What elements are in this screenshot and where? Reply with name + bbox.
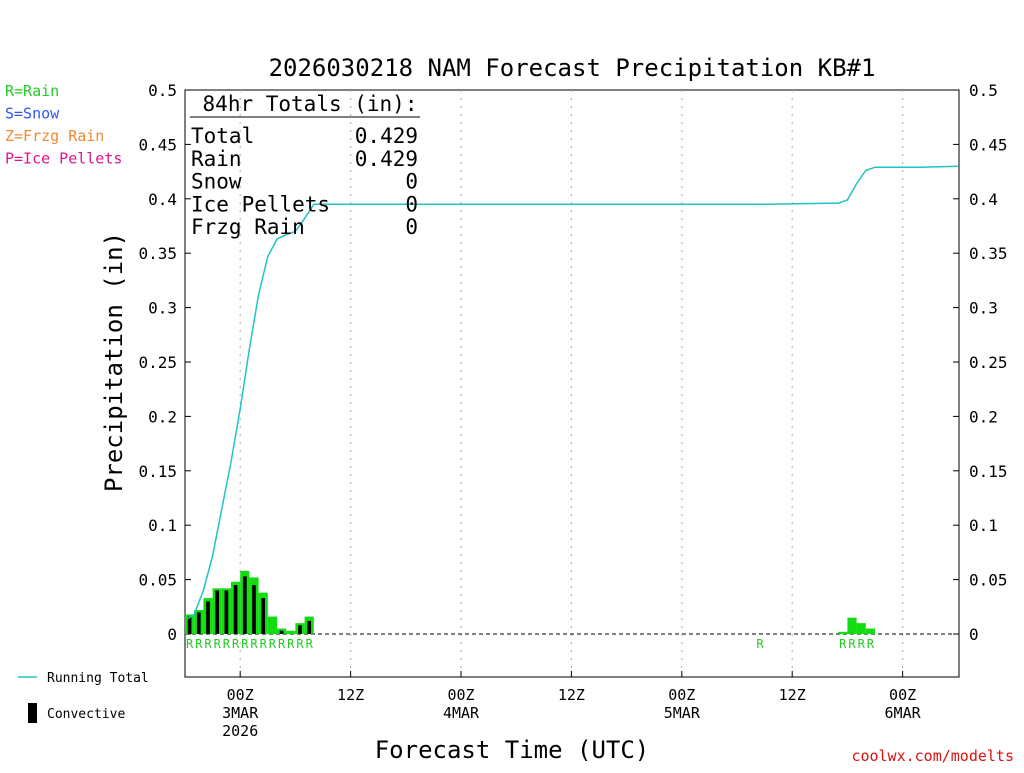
ptype-marker: R: [241, 637, 249, 651]
x-tick-label: 2026: [222, 722, 258, 740]
ptype-marker: R: [306, 637, 314, 651]
ptype-marker: R: [204, 637, 212, 651]
totals-row-value: 0: [405, 192, 418, 216]
totals-row-label: Rain: [191, 147, 242, 171]
legend-running-total-label: Running Total: [47, 671, 149, 686]
precip-bar: [267, 616, 277, 634]
y-tick-label-left: 0.15: [138, 462, 177, 481]
y-tick-label-left: 0.05: [138, 571, 177, 590]
convective-bar: [224, 590, 229, 634]
totals-row-value: 0.429: [355, 124, 418, 148]
ptype-marker: R: [260, 637, 268, 651]
ptype-legend-item: S=Snow: [5, 105, 60, 123]
ptype-marker: R: [287, 637, 295, 651]
convective-bar: [307, 620, 312, 634]
y-tick-label-right: 0.35: [969, 244, 1008, 263]
x-tick-label: 6MAR: [885, 704, 922, 722]
convective-bar: [242, 576, 247, 634]
precip-bar: [286, 630, 296, 634]
x-tick-label: 00Z: [227, 686, 254, 704]
x-tick-label: 12Z: [558, 686, 585, 704]
convective-bar: [187, 616, 192, 634]
y-tick-label-right: 0.5: [969, 81, 998, 100]
ptype-legend-item: P=Ice Pellets: [5, 150, 122, 168]
precip-bar: [838, 631, 848, 634]
ptype-legend-item: Z=Frzg Rain: [5, 127, 104, 145]
convective-bar: [215, 590, 220, 634]
totals-row-value: 0.429: [355, 147, 418, 171]
totals-heading: 84hr Totals (in):: [203, 92, 418, 116]
ptype-marker: R: [250, 637, 258, 651]
y-axis-label: Precipitation (in): [100, 232, 128, 492]
y-tick-label-right: 0.3: [969, 299, 998, 318]
y-tick-label-right: 0.25: [969, 353, 1008, 372]
ptype-marker: R: [848, 637, 856, 651]
ptype-marker: R: [186, 637, 194, 651]
y-tick-label-left: 0.25: [138, 353, 177, 372]
plot-frame: [184, 89, 960, 678]
totals-row-value: 0: [405, 170, 418, 194]
totals-row-label: Snow: [191, 170, 242, 194]
ptype-legend-item: R=Rain: [5, 82, 59, 100]
ptype-marker: R: [223, 637, 231, 651]
y-tick-label-right: 0.15: [969, 462, 1008, 481]
x-tick-label: 00Z: [889, 686, 916, 704]
y-tick-label-right: 0.45: [969, 135, 1008, 154]
y-tick-label-left: 0.2: [148, 407, 177, 426]
totals-row-value: 0: [405, 215, 418, 239]
ptype-marker: R: [756, 637, 764, 651]
x-axis-label: Forecast Time (UTC): [375, 736, 650, 764]
ptype-marker: R: [867, 637, 875, 651]
y-tick-label-left: 0: [167, 625, 177, 644]
precip-bar: [847, 617, 857, 634]
y-tick-label-left: 0.1: [148, 516, 177, 535]
x-tick-label: 3MAR: [222, 704, 259, 722]
y-tick-label-right: 0.2: [969, 407, 998, 426]
ptype-marker: R: [839, 637, 847, 651]
y-tick-label-right: 0.4: [969, 190, 998, 209]
convective-bar: [233, 585, 238, 634]
convective-bar: [298, 625, 302, 634]
convective-bar: [252, 585, 256, 634]
x-tick-label: 4MAR: [443, 704, 480, 722]
ptype-marker: R: [269, 637, 277, 651]
convective-bar: [261, 598, 266, 634]
y-tick-label-left: 0.35: [138, 244, 177, 263]
credit-text: coolwx.com/modelts: [851, 747, 1014, 765]
totals-row-label: Frzg Rain: [191, 215, 305, 239]
convective-bar: [196, 612, 201, 634]
y-tick-label-left: 0.4: [148, 190, 177, 209]
convective-bar: [206, 601, 210, 634]
x-tick-label: 12Z: [779, 686, 806, 704]
chart-title: 2026030218 NAM Forecast Precipitation KB…: [269, 54, 876, 82]
x-tick-label: 00Z: [668, 686, 695, 704]
convective-bar: [279, 630, 284, 634]
y-tick-label-right: 0: [969, 625, 979, 644]
x-tick-label: 00Z: [447, 686, 474, 704]
precip-bar: [865, 628, 875, 634]
precip-bar: [856, 623, 866, 634]
totals-row-label: Total: [191, 124, 254, 148]
y-tick-label-right: 0.05: [969, 571, 1008, 590]
ptype-marker: R: [195, 637, 203, 651]
y-tick-label-left: 0.45: [138, 135, 177, 154]
running-total-line: [187, 165, 958, 620]
x-tick-label: 5MAR: [664, 704, 701, 722]
ptype-marker: R: [278, 637, 286, 651]
y-tick-label-right: 0.1: [969, 516, 998, 535]
legend-convective-swatch: [28, 703, 37, 723]
ptype-marker: R: [858, 637, 866, 651]
y-tick-label-left: 0.5: [148, 81, 177, 100]
y-tick-label-left: 0.3: [148, 299, 177, 318]
totals-row-label: Ice Pellets: [191, 192, 330, 216]
legend-convective-label: Convective: [47, 707, 125, 722]
x-tick-label: 12Z: [337, 686, 364, 704]
ptype-marker: R: [232, 637, 240, 651]
ptype-marker: R: [296, 637, 304, 651]
ptype-marker: R: [214, 637, 222, 651]
